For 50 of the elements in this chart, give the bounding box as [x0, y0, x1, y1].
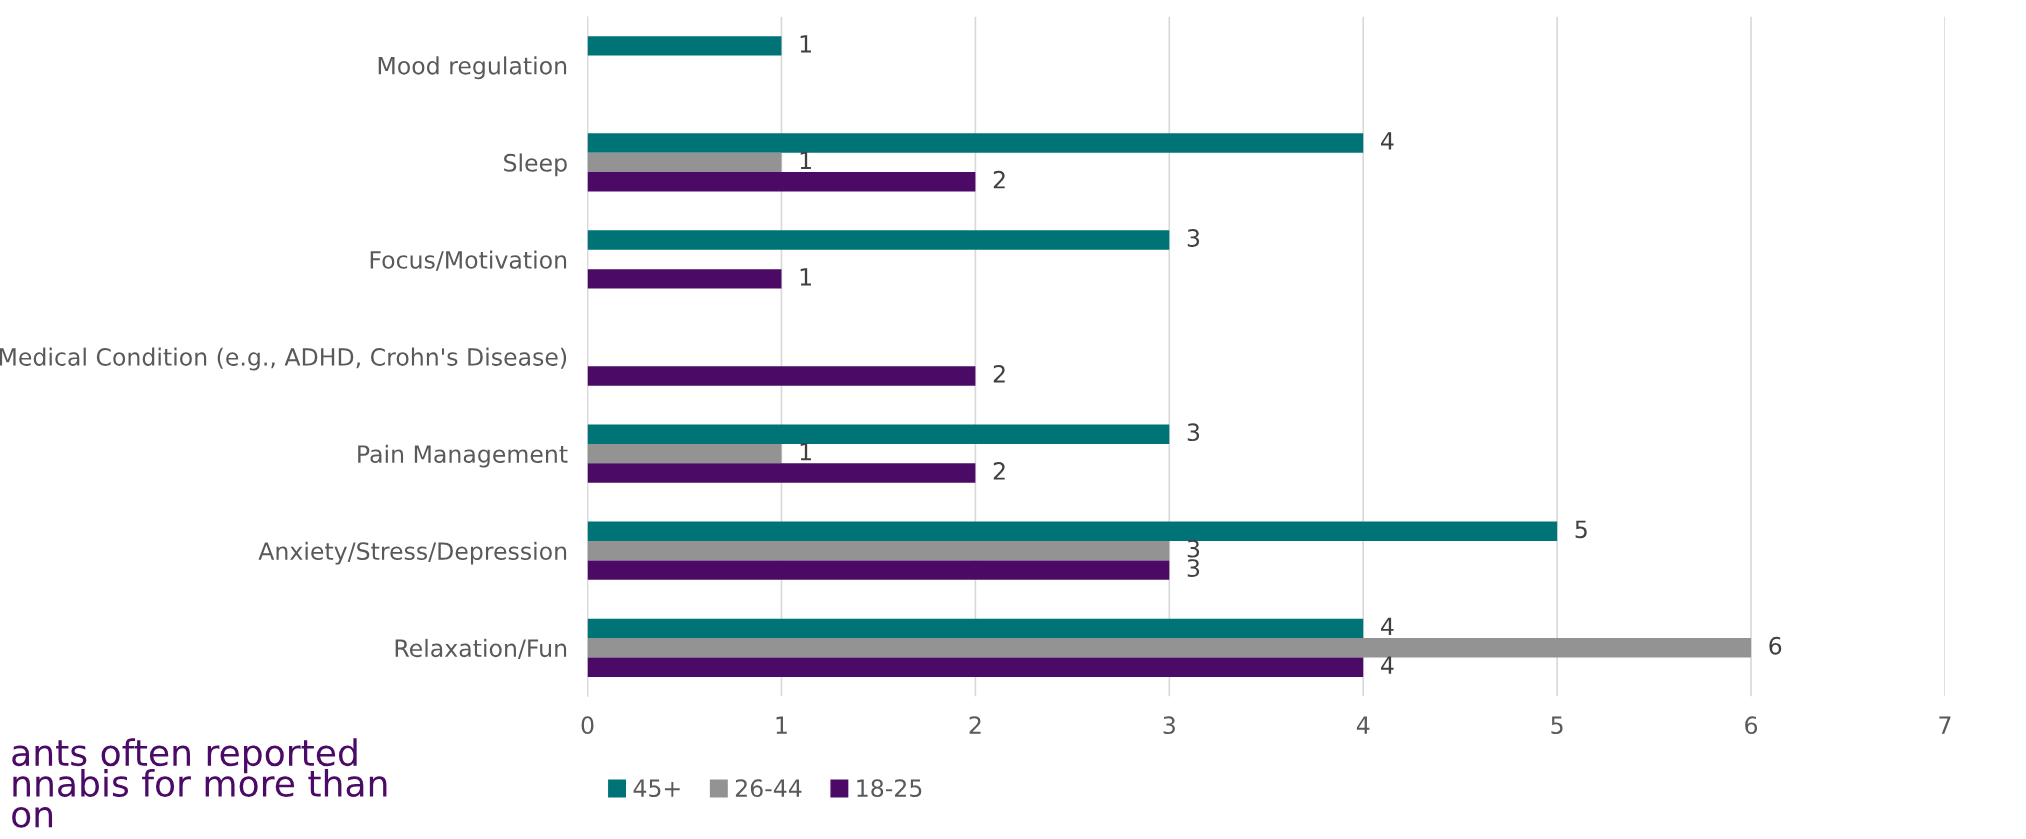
bar	[587, 172, 976, 192]
data-label: 2	[993, 364, 1005, 383]
data-label: 4	[1381, 617, 1394, 635]
data-label: 2	[993, 170, 1005, 189]
bar	[587, 152, 782, 173]
data-label: 3	[1187, 229, 1200, 247]
data-label: 4	[1381, 132, 1394, 150]
bar	[587, 230, 1170, 250]
y-tick-label: Mood regulation	[378, 56, 567, 80]
y-tick-label: Pain Management	[358, 444, 568, 468]
y-tick-label: Medical Condition (e.g., ADHD, Crohn's Disease)	[0, 347, 567, 371]
bar	[587, 657, 1364, 677]
x-tick-label: 6	[1745, 716, 1758, 735]
bar	[587, 366, 976, 386]
bar	[587, 36, 782, 56]
x-tick-label: 4	[1356, 716, 1370, 734]
bar	[587, 424, 1170, 444]
bar	[587, 560, 1170, 580]
bar	[587, 618, 1364, 639]
text: ants often reported nnabis for more than on	[12, 738, 387, 828]
x-tick-label: 3	[1163, 716, 1175, 735]
y-tick-label: Sleep	[504, 153, 567, 177]
legend-label: 18-25	[857, 779, 922, 798]
data-label: 1	[800, 442, 811, 461]
legend-label: 26-44	[735, 779, 802, 798]
y-tick-label: Focus/Motivation	[370, 250, 567, 271]
data-label: 4	[1381, 656, 1394, 674]
data-label: 6	[1769, 636, 1782, 655]
bar	[587, 463, 976, 483]
x-tick-label: 1	[776, 716, 787, 734]
data-label: 1	[800, 268, 811, 286]
data-label: 3	[1187, 539, 1200, 558]
y-tick-label: Relaxation/Fun	[395, 638, 567, 659]
y-tick-label: Anxiety/Stress/Depression	[258, 541, 567, 565]
x-tick-label: 5	[1551, 716, 1563, 735]
legend-label: 45+	[633, 779, 680, 798]
data-label: 1	[800, 35, 811, 53]
bar	[587, 133, 1364, 153]
data-label: 3	[1187, 423, 1200, 442]
bar	[587, 443, 782, 464]
data-label: 2	[993, 462, 1005, 480]
bar	[587, 269, 782, 289]
data-label: 3	[1187, 559, 1200, 578]
data-label: 1	[800, 151, 811, 169]
x-tick-label: 2	[969, 716, 981, 734]
data-label: 5	[1575, 520, 1587, 539]
bar	[587, 638, 1752, 658]
bar	[587, 541, 1170, 561]
x-tick-label: 0	[581, 716, 594, 735]
x-tick-label: 7	[1939, 716, 1951, 734]
